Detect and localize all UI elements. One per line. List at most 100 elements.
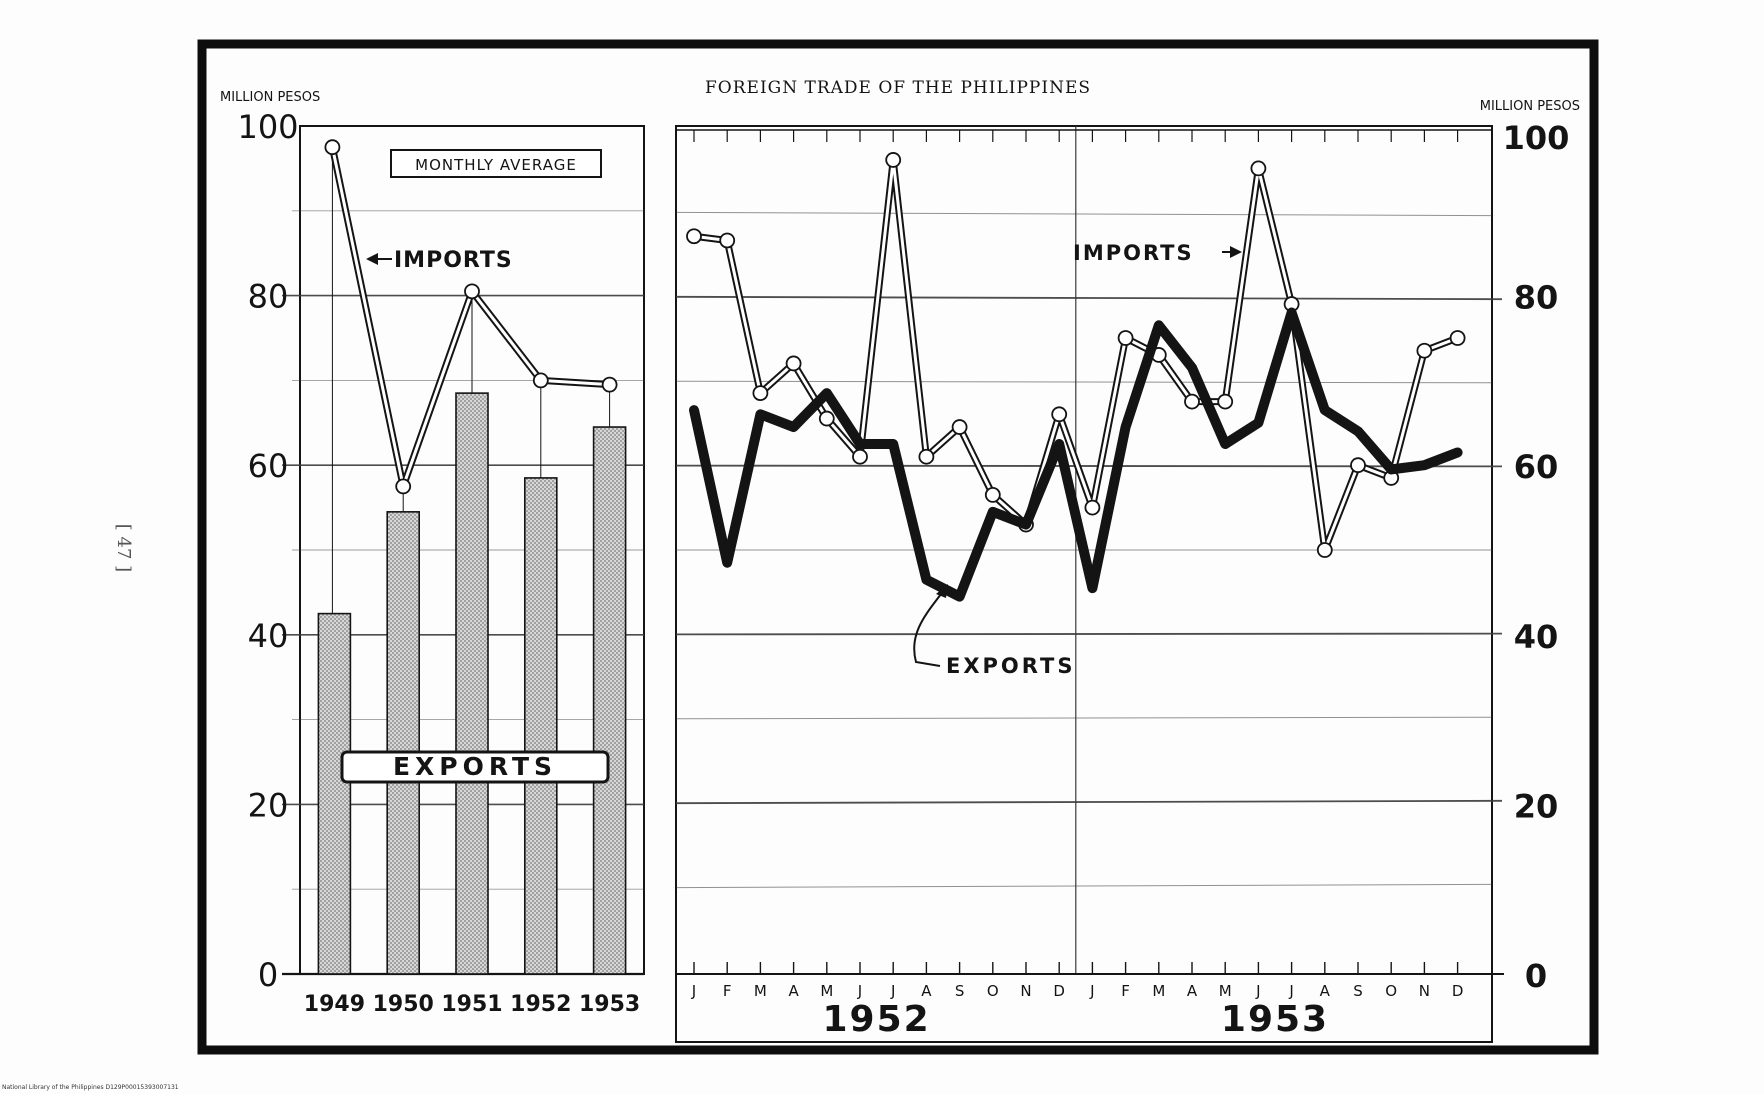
right-month-label: J: [1255, 982, 1260, 1000]
right-imports-point-7: [918, 448, 935, 465]
right-exports-annotation: EXPORTS: [913, 584, 1075, 678]
right-month-label: F: [1121, 982, 1130, 1000]
right-month-label: J: [857, 982, 862, 1000]
right-exports-arrowhead: [936, 584, 948, 598]
outer-frame: [197, 39, 1599, 1055]
right-gridline: [675, 632, 1503, 636]
left-imports-point-1950: [395, 478, 412, 495]
right-month-label: A: [1320, 982, 1331, 1000]
right-y-axis-ticks: 0 20 40 60 80 100: [1503, 119, 1570, 995]
right-month-label: M: [820, 982, 833, 1000]
left-y-tick-label: 20: [248, 786, 289, 824]
left-unit-label: MILLION PESOS: [220, 90, 320, 105]
right-month-label: J: [1089, 982, 1094, 1000]
right-imports-point-15: [1184, 393, 1200, 410]
right-y-tick-label: 60: [1514, 448, 1559, 486]
right-imports-arrowhead: [1230, 246, 1242, 258]
right-month-label: F: [723, 982, 732, 1000]
right-imports-point-19: [1316, 542, 1333, 558]
chart-title: FOREIGN TRADE OF THE PHILIPPINES: [705, 78, 1091, 98]
right-month-label: J: [890, 982, 895, 1000]
left-y-tick-label: 60: [248, 447, 289, 485]
left-exports-annotation: EXPORTS: [340, 750, 610, 784]
right-y-tick-label: 20: [1514, 787, 1559, 825]
right-imports-point-23: [1449, 330, 1466, 346]
monthly-average-label: MONTHLY AVERAGE: [390, 149, 602, 178]
right-plot-border: [675, 125, 1493, 1043]
right-gridline: [675, 883, 1493, 889]
right-month-label: O: [1385, 982, 1397, 1000]
right-month-label: O: [987, 982, 999, 1000]
left-y-tick-label: 40: [248, 617, 289, 655]
right-imports-point-13: [1117, 330, 1134, 346]
left-x-tick-label: 1949: [304, 992, 365, 1017]
right-month-label: A: [921, 982, 932, 1000]
right-panel: MILLION PESOS 0 20 40 60 80 100 J F M A M J J A S O N D J…: [675, 99, 1580, 1043]
left-imports-point-1949: [324, 139, 341, 156]
left-exports-box: [340, 750, 610, 784]
right-imports-point-12: [1084, 499, 1101, 516]
right-month-label: M: [1219, 982, 1232, 1000]
right-gridline: [675, 380, 1493, 384]
right-month-label: N: [1020, 982, 1031, 1000]
left-x-tick-label: 1952: [510, 992, 571, 1017]
right-month-label: S: [955, 982, 965, 1000]
right-imports-point-11: [1051, 406, 1068, 423]
left-y-tick-label: 0: [258, 956, 278, 994]
left-exports-label: EXPORTS: [393, 752, 557, 781]
right-imports-point-22: [1416, 342, 1433, 359]
left-y-tick-label: 80: [248, 278, 289, 316]
right-y-tick-label: 0: [1525, 957, 1547, 995]
export-bar-1949: [317, 612, 352, 975]
page-number: [ 47 ]: [113, 524, 134, 572]
right-unit-label: MILLION PESOS: [1480, 99, 1580, 114]
left-export-bars: [317, 392, 627, 975]
left-imports-point-1953: [601, 376, 618, 393]
left-imports-annotation: IMPORTS: [366, 248, 513, 273]
left-imports-line: [324, 139, 618, 614]
right-month-label: S: [1353, 982, 1363, 1000]
left-y-tick-label: 100: [237, 108, 298, 146]
left-x-tick-label: 1951: [441, 992, 502, 1017]
right-imports-point-20: [1350, 457, 1366, 474]
left-imports-arrowhead: [366, 253, 378, 265]
right-imports-point-5: [852, 448, 868, 465]
right-imports-point-8: [951, 419, 968, 435]
right-month-label: N: [1419, 982, 1430, 1000]
right-month-label: J: [1288, 982, 1293, 1000]
right-imports-point-6: [885, 152, 902, 168]
right-month-label: A: [1187, 982, 1198, 1000]
right-gridline: [675, 799, 1503, 805]
left-y-axis-ticks: 0 20 40 60 80 100: [237, 108, 298, 994]
right-gridline: [675, 211, 1493, 217]
monthly-average-text: MONTHLY AVERAGE: [415, 156, 577, 174]
right-y-tick-label: 40: [1514, 618, 1559, 656]
left-imports-label: IMPORTS: [394, 248, 513, 273]
export-bar-1951: [455, 392, 489, 975]
right-y-tick-label: 80: [1514, 279, 1559, 317]
right-imports-point-9: [984, 486, 1001, 503]
right-imports-point-17: [1250, 160, 1267, 177]
right-month-label: D: [1452, 982, 1464, 1000]
right-month-label: J: [691, 982, 696, 1000]
right-exports-pointer: [913, 589, 945, 667]
export-bar-1953: [592, 426, 627, 975]
left-imports-point-1952: [532, 372, 549, 389]
right-exports-label: EXPORTS: [946, 654, 1075, 678]
footer-credit: National Library of the Philippines D129…: [2, 1084, 179, 1091]
right-month-label: M: [754, 982, 767, 1000]
right-imports-core: [693, 158, 1459, 552]
right-year-label: 1953: [1221, 999, 1329, 1040]
export-bar-1950: [386, 511, 421, 975]
right-y-tick-label: 100: [1503, 119, 1570, 157]
right-imports-line: [686, 152, 1466, 558]
right-imports-label: IMPORTS: [1073, 241, 1194, 265]
right-imports-point-2: [752, 385, 769, 402]
right-x-axis: J F M A M J J A S O N D J F M A M J J A S O N D 1952 1953: [691, 962, 1464, 1040]
right-exports-path: [689, 307, 1463, 602]
right-gridline: [675, 295, 1503, 301]
right-imports-point-16: [1217, 393, 1234, 410]
